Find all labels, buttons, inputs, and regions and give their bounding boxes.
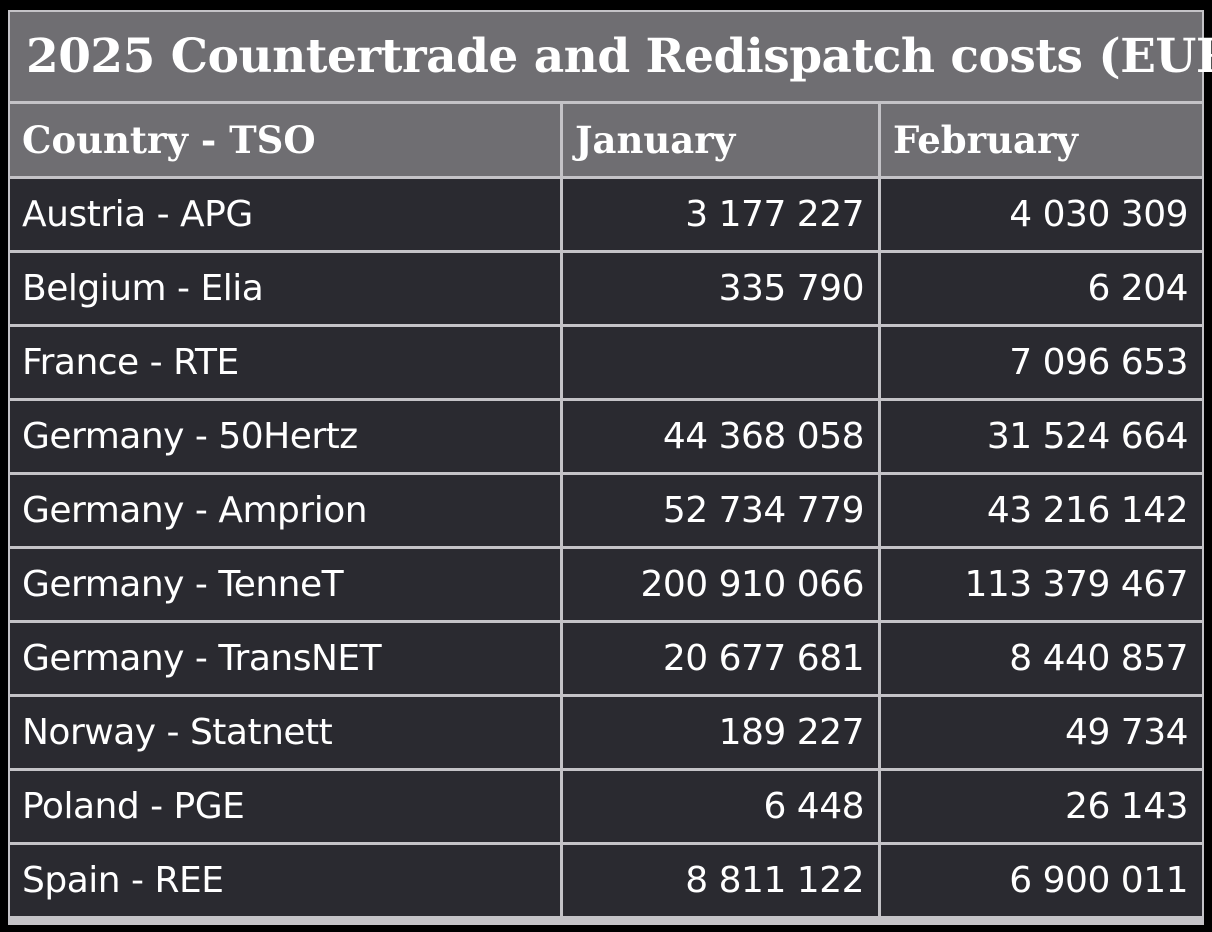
february-cell: 4 030 309 (881, 179, 1203, 253)
cost-table: 2025 Countertrade and Redispatch costs (… (10, 12, 1212, 916)
january-cell: 52 734 779 (563, 475, 881, 549)
february-cell: 26 143 (881, 771, 1203, 845)
country-cell: Germany - Amprion (10, 475, 563, 549)
january-cell: 3 177 227 (563, 179, 881, 253)
country-cell: Germany - 50Hertz (10, 401, 563, 475)
january-cell: 335 790 (563, 253, 881, 327)
table-row: Austria - APG 3 177 227 4 030 309 (10, 179, 1203, 253)
country-cell: Norway - Statnett (10, 697, 563, 771)
country-cell: Germany - TenneT (10, 549, 563, 623)
country-cell: Belgium - Elia (10, 253, 563, 327)
column-header-country: Country - TSO (10, 104, 563, 179)
table-row: Germany - TransNET 20 677 681 8 440 857 (10, 623, 1203, 697)
february-cell: 31 524 664 (881, 401, 1203, 475)
table-row: France - RTE 7 096 653 (10, 327, 1203, 401)
table-row: Belgium - Elia 335 790 6 204 (10, 253, 1203, 327)
country-cell: Germany - TransNET (10, 623, 563, 697)
january-cell: 200 910 066 (563, 549, 881, 623)
table-row: Germany - 50Hertz 44 368 058 31 524 664 (10, 401, 1203, 475)
january-cell: 8 811 122 (563, 845, 881, 916)
country-cell: Austria - APG (10, 179, 563, 253)
table-row: Spain - REE 8 811 122 6 900 011 (10, 845, 1203, 916)
table-row: Norway - Statnett 189 227 49 734 (10, 697, 1203, 771)
february-cell: 7 096 653 (881, 327, 1203, 401)
header-row: Country - TSO January February (10, 104, 1203, 179)
january-cell (563, 327, 881, 401)
table-row: Poland - PGE 6 448 26 143 (10, 771, 1203, 845)
title-row: 2025 Countertrade and Redispatch costs (… (10, 12, 1212, 104)
january-cell: 6 448 (563, 771, 881, 845)
february-cell: 6 900 011 (881, 845, 1203, 916)
country-cell: Spain - REE (10, 845, 563, 916)
table-row: Germany - TenneT 200 910 066 113 379 467 (10, 549, 1203, 623)
table-title: 2025 Countertrade and Redispatch costs (… (10, 12, 1212, 104)
february-cell: 113 379 467 (881, 549, 1203, 623)
column-header-february: February (881, 104, 1203, 179)
country-cell: France - RTE (10, 327, 563, 401)
february-cell: 49 734 (881, 697, 1203, 771)
february-cell: 8 440 857 (881, 623, 1203, 697)
table-row: Germany - Amprion 52 734 779 43 216 142 (10, 475, 1203, 549)
table-frame: 2025 Countertrade and Redispatch costs (… (8, 10, 1212, 925)
february-cell: 6 204 (881, 253, 1203, 327)
february-cell: 43 216 142 (881, 475, 1203, 549)
january-cell: 189 227 (563, 697, 881, 771)
column-header-january: January (563, 104, 881, 179)
country-cell: Poland - PGE (10, 771, 563, 845)
january-cell: 20 677 681 (563, 623, 881, 697)
january-cell: 44 368 058 (563, 401, 881, 475)
